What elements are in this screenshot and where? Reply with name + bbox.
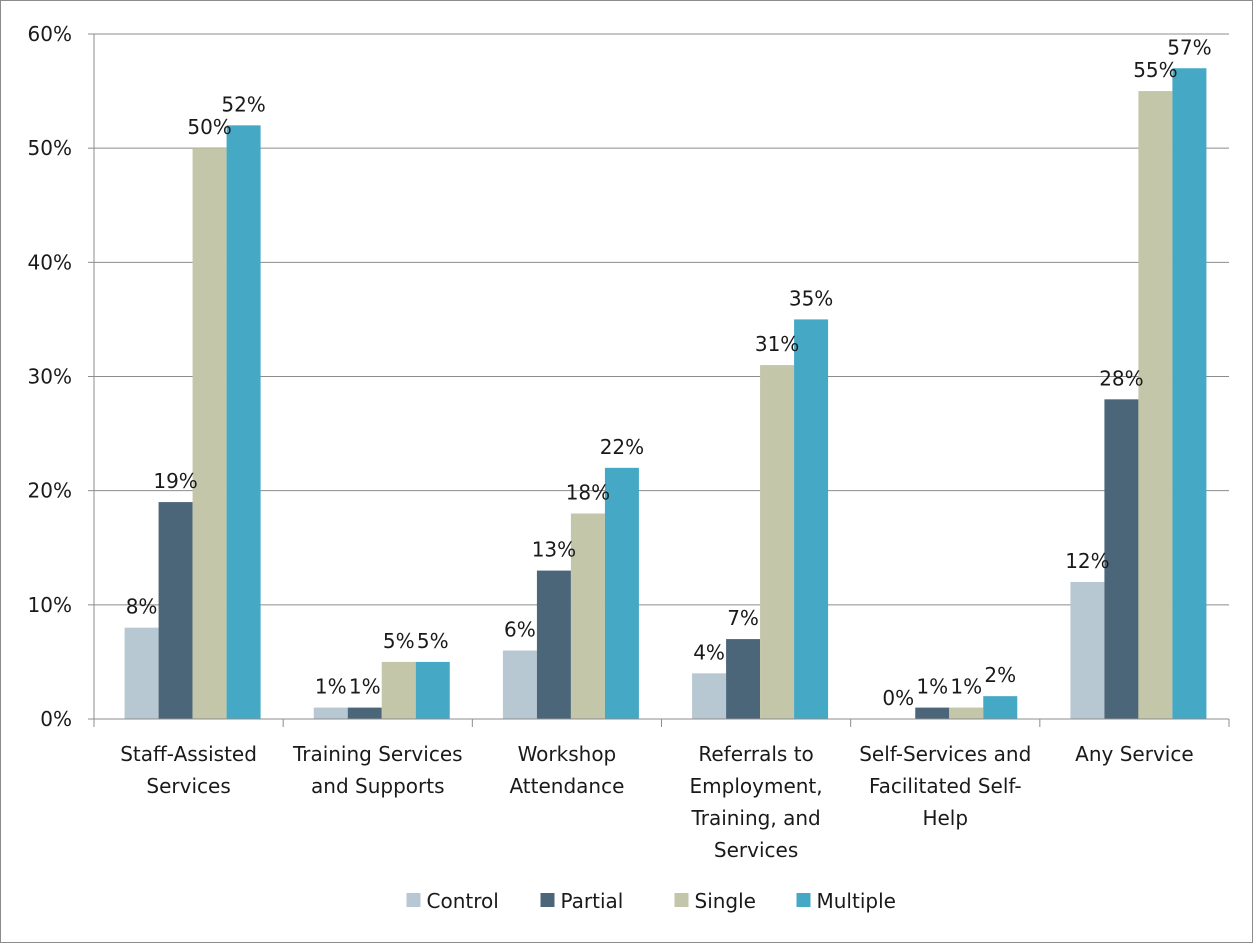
bar-multiple bbox=[983, 696, 1018, 719]
data-label: 22% bbox=[600, 435, 644, 459]
data-label: 55% bbox=[1133, 58, 1177, 82]
data-label: 1% bbox=[315, 675, 347, 699]
data-label: 2% bbox=[984, 663, 1016, 687]
data-label: 18% bbox=[566, 481, 610, 505]
data-label: 28% bbox=[1099, 366, 1143, 390]
legend-label-partial: Partial bbox=[561, 889, 624, 913]
bar-single bbox=[192, 148, 227, 719]
y-tick-label: 30% bbox=[28, 365, 72, 389]
category-label: Workshop bbox=[518, 742, 617, 766]
category-label: Training Services bbox=[292, 742, 463, 766]
bar-multiple bbox=[604, 467, 639, 719]
bar-single bbox=[760, 365, 795, 719]
bar-partial bbox=[158, 502, 193, 719]
bar-control bbox=[124, 627, 159, 719]
category-label: Employment, bbox=[690, 774, 823, 798]
legend: Control Partial Single Multiple bbox=[406, 889, 896, 913]
legend-swatch-partial bbox=[540, 893, 555, 907]
bar-multiple bbox=[1172, 68, 1207, 719]
category-label: Training, and bbox=[690, 806, 820, 830]
category-label: Services bbox=[714, 838, 798, 862]
bar-partial bbox=[726, 639, 761, 719]
y-tick-label: 50% bbox=[28, 136, 72, 160]
bar-control bbox=[502, 650, 537, 719]
y-tick-label: 0% bbox=[40, 707, 72, 731]
data-label: 5% bbox=[417, 629, 449, 653]
category-label: and Supports bbox=[311, 774, 444, 798]
bar-single bbox=[570, 513, 605, 719]
data-label: 52% bbox=[221, 92, 265, 116]
category-label: Self-Services and bbox=[859, 742, 1031, 766]
category-label: Referrals to bbox=[698, 742, 813, 766]
data-label: 13% bbox=[532, 538, 576, 562]
legend-swatch-control bbox=[406, 893, 421, 907]
y-tick-label: 10% bbox=[28, 593, 72, 617]
bar-single bbox=[1138, 91, 1173, 720]
data-label: 4% bbox=[693, 640, 725, 664]
bar-multiple bbox=[226, 125, 261, 720]
category-label: Attendance bbox=[509, 774, 624, 798]
data-label: 35% bbox=[789, 286, 833, 310]
data-label: 6% bbox=[504, 618, 536, 642]
bar-partial bbox=[536, 570, 571, 719]
data-label: 1% bbox=[349, 675, 381, 699]
y-tick-label: 60% bbox=[28, 22, 72, 46]
data-label: 0% bbox=[882, 686, 914, 710]
data-label: 7% bbox=[727, 606, 759, 630]
data-label: 19% bbox=[153, 469, 197, 493]
bar-control bbox=[692, 673, 727, 719]
legend-label-control: Control bbox=[427, 889, 499, 913]
bar-control bbox=[1070, 582, 1105, 719]
legend-label-single: Single bbox=[695, 889, 756, 913]
bar-partial bbox=[1104, 399, 1139, 719]
bar-partial bbox=[347, 707, 382, 719]
data-label: 31% bbox=[755, 332, 799, 356]
legend-label-multiple: Multiple bbox=[817, 889, 896, 913]
category-label: Services bbox=[146, 774, 230, 798]
data-label: 1% bbox=[950, 675, 982, 699]
category-label: Facilitated Self- bbox=[869, 774, 1022, 798]
category-label: Help bbox=[922, 806, 968, 830]
data-label: 50% bbox=[187, 115, 231, 139]
data-labels: 8%19%50%52%1% 1%5% 5% 6%13%18%22%4%7%31%35%… bbox=[126, 35, 1212, 710]
bar-control bbox=[313, 707, 348, 719]
bar-single bbox=[381, 661, 416, 719]
gridlines bbox=[94, 33, 1229, 606]
axes bbox=[93, 34, 1230, 727]
category-labels: Staff-Assisted Services Training Services a… bbox=[120, 742, 1193, 862]
data-label: 1% bbox=[916, 675, 948, 699]
bar-multiple bbox=[794, 319, 829, 719]
y-axis-ticks: 0% 10% 20% 30% 40% 50% 60% bbox=[28, 22, 94, 731]
bar-multiple bbox=[415, 661, 450, 719]
legend-swatch-single bbox=[674, 893, 689, 907]
y-tick-label: 20% bbox=[28, 479, 72, 503]
data-label: 57% bbox=[1167, 35, 1211, 59]
category-label: Staff-Assisted bbox=[120, 742, 257, 766]
data-label: 5% bbox=[383, 629, 415, 653]
bar-single bbox=[949, 707, 984, 719]
data-label: 12% bbox=[1065, 549, 1109, 573]
data-label: 8% bbox=[126, 595, 158, 619]
bars bbox=[124, 68, 1207, 720]
bar-partial bbox=[915, 707, 950, 719]
y-tick-label: 40% bbox=[28, 250, 72, 274]
legend-swatch-multiple bbox=[796, 893, 811, 907]
category-label: Any Service bbox=[1075, 742, 1193, 766]
